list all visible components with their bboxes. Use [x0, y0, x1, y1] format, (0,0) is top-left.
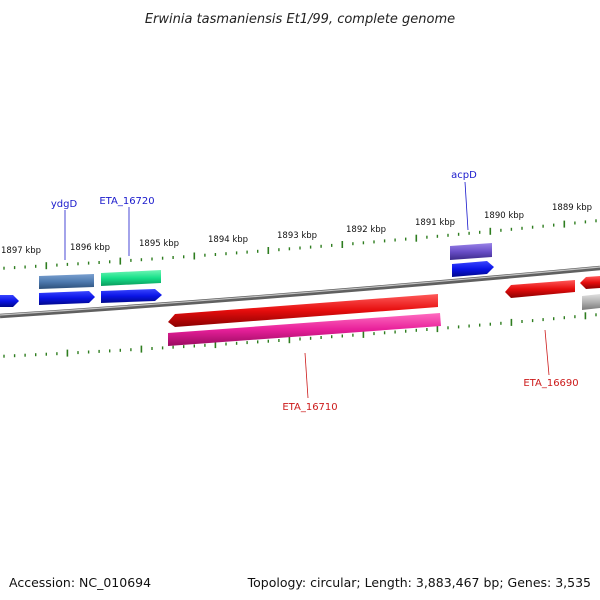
gene-ETA-16710[interactable] — [168, 294, 438, 327]
label-ETA-16710[interactable]: ETA_16710 — [282, 402, 337, 413]
tick-label-1894: 1894 kbp — [208, 235, 248, 245]
gene-ETA-16720[interactable] — [101, 289, 162, 303]
inner-tick-ring — [3, 312, 597, 358]
gene-ydgD[interactable] — [39, 291, 95, 305]
tick-label-1889: 1889 kbp — [552, 203, 592, 213]
gene-ETA-16710-feature[interactable] — [168, 313, 441, 346]
gene-acpD[interactable] — [452, 261, 494, 277]
tick-label-1892: 1892 kbp — [346, 225, 386, 235]
label-ETA-16720[interactable]: ETA_16720 — [99, 196, 154, 207]
tick-label-1897: 1897 kbp — [1, 246, 41, 256]
gene-right-edge-reverse[interactable] — [580, 276, 600, 289]
tick-label-1893: 1893 kbp — [277, 231, 317, 241]
gene-right-edge-feature[interactable] — [582, 294, 600, 310]
gene-ETA-16690[interactable] — [505, 280, 575, 298]
gene-ydgD-feature[interactable] — [39, 274, 94, 289]
gene-left-edge-forward[interactable] — [0, 295, 19, 307]
genome-backbone-highlight — [0, 266, 600, 316]
topology-text: Topology: circular; Length: 3,883,467 bp… — [247, 575, 591, 590]
outer-tick-ring — [3, 219, 597, 270]
leader-acpD — [464, 181, 469, 231]
label-ETA-16690[interactable]: ETA_16690 — [523, 378, 578, 389]
tick-label-1891: 1891 kbp — [415, 218, 455, 228]
tick-label-1890: 1890 kbp — [484, 211, 524, 221]
leader-ETA-16690 — [544, 329, 550, 376]
tick-label-1895: 1895 kbp — [139, 239, 179, 249]
label-ydgD[interactable]: ydgD — [51, 199, 78, 210]
gene-ETA-16720-feature[interactable] — [101, 270, 161, 286]
leader-ETA-16710 — [304, 352, 309, 399]
label-acpD[interactable]: acpD — [451, 170, 477, 181]
accession-text: Accession: NC_010694 — [9, 575, 151, 590]
tick-label-1896: 1896 kbp — [70, 243, 110, 253]
genome-backbone — [0, 265, 600, 319]
map-title: Erwinia tasmaniensis Et1/99, complete ge… — [145, 12, 455, 27]
gene-acpD-feature[interactable] — [450, 243, 492, 260]
